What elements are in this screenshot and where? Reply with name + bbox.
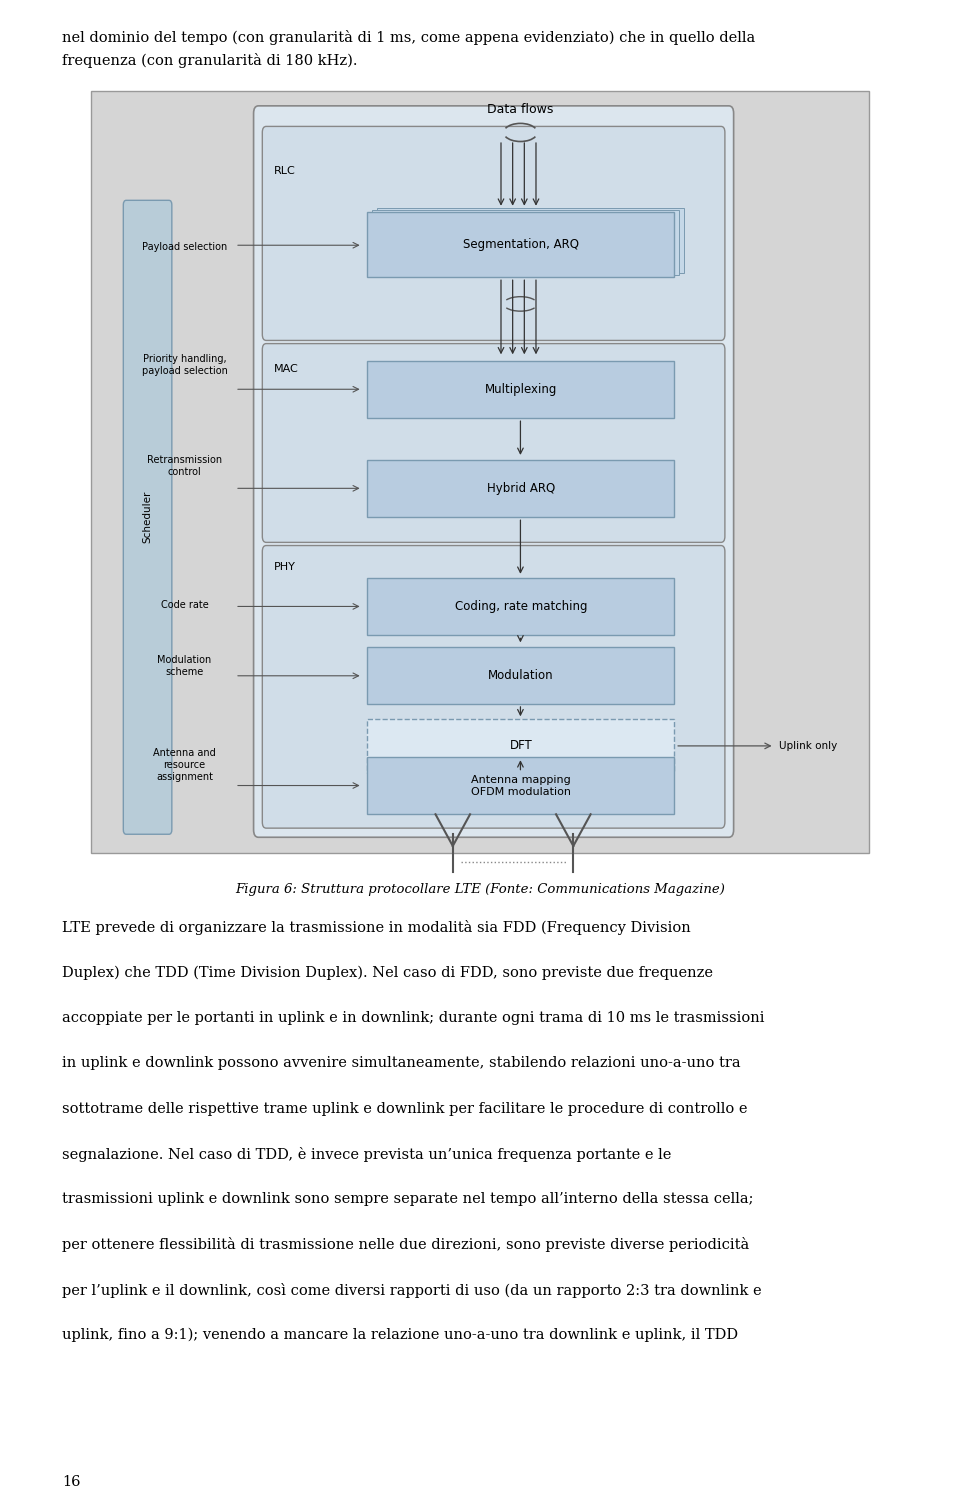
Text: uplink, fino a 9:1); venendo a mancare la relazione uno-a-uno tra downlink e upl: uplink, fino a 9:1); venendo a mancare l… <box>62 1328 738 1343</box>
Text: DFT: DFT <box>510 739 532 753</box>
Text: Antenna mapping
OFDM modulation: Antenna mapping OFDM modulation <box>470 776 571 797</box>
FancyBboxPatch shape <box>376 208 684 273</box>
Text: Modulation: Modulation <box>488 668 554 682</box>
Text: Uplink only: Uplink only <box>780 741 838 751</box>
Text: Retransmission
control: Retransmission control <box>147 456 222 477</box>
Text: RLC: RLC <box>274 166 296 175</box>
Text: Duplex) che TDD (Time Division Duplex). Nel caso di FDD, sono previste due frequ: Duplex) che TDD (Time Division Duplex). … <box>62 966 713 981</box>
Text: PHY: PHY <box>274 561 296 572</box>
Text: MAC: MAC <box>274 364 299 374</box>
FancyBboxPatch shape <box>262 127 725 341</box>
FancyBboxPatch shape <box>262 344 725 542</box>
Text: Data flows: Data flows <box>488 103 554 116</box>
Text: accoppiate per le portanti in uplink e in downlink; durante ogni trama di 10 ms : accoppiate per le portanti in uplink e i… <box>62 1011 765 1025</box>
Text: Code rate: Code rate <box>160 601 208 610</box>
Text: Segmentation, ARQ: Segmentation, ARQ <box>463 238 579 252</box>
Text: Priority handling,
payload selection: Priority handling, payload selection <box>141 355 228 376</box>
Text: Multiplexing: Multiplexing <box>485 383 557 397</box>
FancyBboxPatch shape <box>368 361 675 418</box>
Text: sottotrame delle rispettive trame uplink e downlink per facilitare le procedure : sottotrame delle rispettive trame uplink… <box>62 1102 748 1115</box>
Text: Hybrid ARQ: Hybrid ARQ <box>487 483 555 495</box>
FancyBboxPatch shape <box>253 106 733 837</box>
Text: Modulation
scheme: Modulation scheme <box>157 655 211 676</box>
FancyBboxPatch shape <box>368 647 675 705</box>
Text: nel dominio del tempo (con granularità di 1 ms, come appena evidenziato) che in : nel dominio del tempo (con granularità d… <box>62 30 756 45</box>
FancyBboxPatch shape <box>368 758 675 815</box>
FancyBboxPatch shape <box>368 720 675 773</box>
FancyBboxPatch shape <box>262 546 725 828</box>
Text: segnalazione. Nel caso di TDD, è invece prevista un’unica frequenza portante e l: segnalazione. Nel caso di TDD, è invece … <box>62 1147 672 1162</box>
Text: Payload selection: Payload selection <box>142 241 228 252</box>
Text: per ottenere flessibilità di trasmissione nelle due direzioni, sono previste div: per ottenere flessibilità di trasmission… <box>62 1237 750 1252</box>
Text: trasmissioni uplink e downlink sono sempre separate nel tempo all’interno della : trasmissioni uplink e downlink sono semp… <box>62 1192 754 1206</box>
Text: Coding, rate matching: Coding, rate matching <box>455 601 588 613</box>
FancyBboxPatch shape <box>368 460 675 518</box>
Text: Scheduler: Scheduler <box>143 490 153 543</box>
FancyBboxPatch shape <box>123 201 172 834</box>
Text: frequenza (con granularità di 180 kHz).: frequenza (con granularità di 180 kHz). <box>62 53 358 68</box>
Bar <box>91 91 869 853</box>
FancyBboxPatch shape <box>368 213 675 278</box>
Text: Figura 6: Struttura protocollare LTE (Fonte: Communications Magazine): Figura 6: Struttura protocollare LTE (Fo… <box>235 883 725 896</box>
Text: per l’uplink e il downlink, così come diversi rapporti di uso (da un rapporto 2:: per l’uplink e il downlink, così come di… <box>62 1283 762 1298</box>
FancyBboxPatch shape <box>368 578 675 635</box>
Text: in uplink e downlink possono avvenire simultaneamente, stabilendo relazioni uno-: in uplink e downlink possono avvenire si… <box>62 1056 741 1070</box>
FancyBboxPatch shape <box>372 210 679 275</box>
Text: LTE prevede di organizzare la trasmissione in modalità sia FDD (Frequency Divisi: LTE prevede di organizzare la trasmissio… <box>62 920 691 936</box>
Text: Antenna and
resource
assignment: Antenna and resource assignment <box>154 748 216 782</box>
Text: 16: 16 <box>62 1476 81 1489</box>
